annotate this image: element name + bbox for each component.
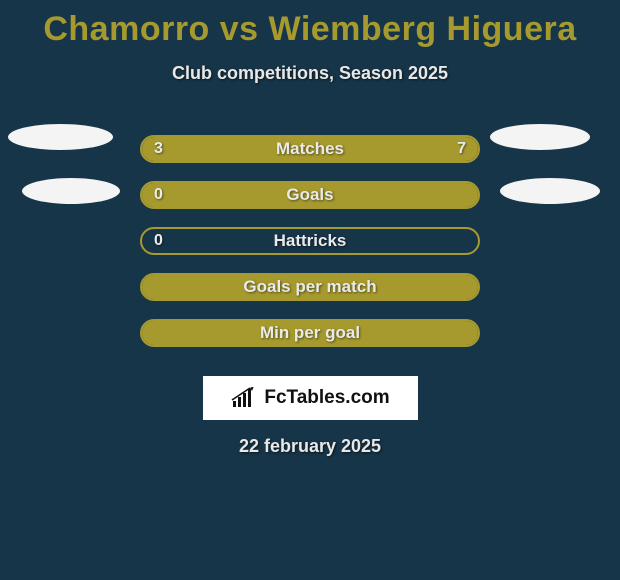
stat-bar: Goals per match [140, 273, 480, 301]
logo-text: FcTables.com [264, 387, 389, 409]
stat-label: Hattricks [142, 229, 478, 253]
stats-container: 37Matches 0Goals 0Hattricks Goals per match… [0, 126, 620, 356]
stat-label: Goals [142, 183, 478, 207]
stat-bar: 0Goals [140, 181, 480, 209]
stat-row: Min per goal [0, 310, 620, 356]
stat-row: Goals per match [0, 264, 620, 310]
stat-row: 0Goals [0, 172, 620, 218]
stat-label: Goals per match [142, 275, 478, 299]
logo-chart-icon [230, 387, 258, 409]
stat-label: Min per goal [142, 321, 478, 345]
logo-box: FcTables.com [203, 376, 418, 420]
comparison-title: Chamorro vs Wiemberg Higuera [0, 0, 620, 49]
stat-row: 0Hattricks [0, 218, 620, 264]
footer-date: 22 february 2025 [0, 436, 620, 457]
stat-bar: 0Hattricks [140, 227, 480, 255]
stat-bar: 37Matches [140, 135, 480, 163]
stat-bar: Min per goal [140, 319, 480, 347]
comparison-subtitle: Club competitions, Season 2025 [0, 63, 620, 84]
stat-label: Matches [142, 137, 478, 161]
stat-row: 37Matches [0, 126, 620, 172]
